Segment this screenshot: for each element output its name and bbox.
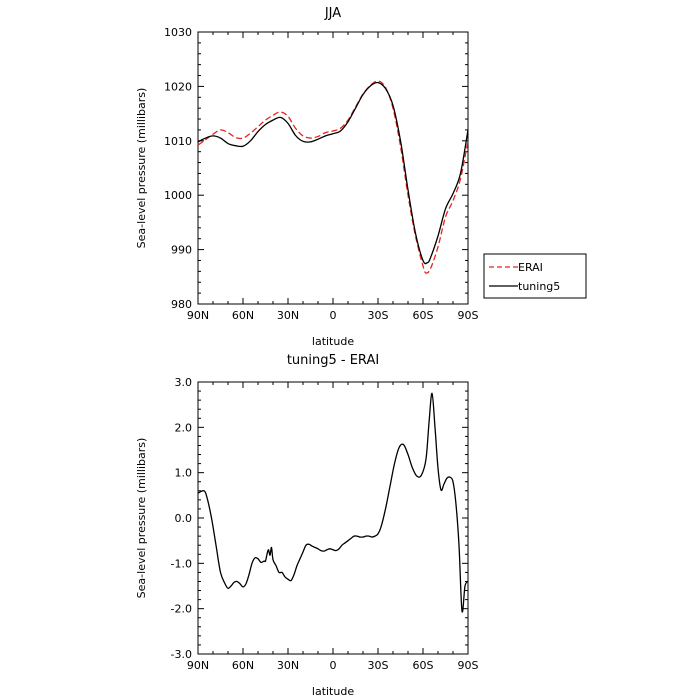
bottom-chart-panel: tuning5 - ERAI 90N 60N 30N 0 30S 60S 90S -3.0 -2… (135, 353, 479, 698)
x-tick-label: 0 (330, 309, 337, 322)
bottom-series-lines (197, 392, 469, 613)
x-tick-label: 30N (277, 309, 299, 322)
top-chart-panel: JJA 90N 60N 30N 0 30S 60S 90S 980 990 1000 1010 102… (135, 6, 587, 348)
bottom-chart-title: tuning5 - ERAI (287, 353, 379, 368)
bottom-y-axis-label: Sea-level pressure (millibars) (135, 438, 148, 599)
x-tick-label: 90N (187, 309, 209, 322)
legend-label-erai: ERAI (518, 261, 543, 274)
top-chart-title: JJA (324, 6, 341, 21)
top-series-lines (197, 80, 469, 274)
x-tick-label: 60S (413, 309, 434, 322)
y-tick-label: -1.0 (171, 557, 192, 570)
y-tick-label: 3.0 (175, 376, 193, 389)
y-tick-label: -3.0 (171, 648, 192, 661)
bottom-plot-frame (197, 381, 469, 655)
series-line-erai (197, 80, 469, 274)
bottom-axis-tick-labels: 90N 60N 30N 0 30S 60S 90S -3.0 -2.0 -1.0 0.0 1.0 2.0… (171, 376, 479, 672)
x-tick-label: 30S (368, 659, 389, 672)
top-y-axis-label: Sea-level pressure (millibars) (135, 88, 148, 249)
y-tick-label: 1000 (164, 189, 192, 202)
x-tick-label: 90N (187, 659, 209, 672)
y-tick-label: 1030 (164, 26, 192, 39)
y-tick-label: -2.0 (171, 603, 192, 616)
y-tick-label: 990 (171, 244, 192, 257)
legend: ERAI tuning5 (483, 253, 587, 299)
legend-label-tuning5: tuning5 (518, 280, 560, 293)
top-axis-ticks (197, 31, 469, 305)
x-tick-label: 90S (458, 309, 479, 322)
x-tick-label: 60N (232, 309, 254, 322)
y-tick-label: 980 (171, 298, 192, 311)
x-tick-label: 60N (232, 659, 254, 672)
legend-box (483, 253, 587, 299)
x-tick-label: 30S (368, 309, 389, 322)
top-axis-tick-labels: 90N 60N 30N 0 30S 60S 90S 980 990 1000 1010 1020 103… (164, 26, 479, 322)
top-x-axis-label: latitude (312, 335, 354, 348)
y-tick-label: 1020 (164, 80, 192, 93)
bottom-x-axis-label: latitude (312, 685, 354, 698)
series-line-difference-0 (197, 392, 469, 613)
y-tick-label: 1010 (164, 135, 192, 148)
y-tick-label: 1.0 (175, 467, 193, 480)
y-tick-label: 2.0 (175, 421, 193, 434)
x-tick-label: 90S (458, 659, 479, 672)
x-tick-label: 60S (413, 659, 434, 672)
bottom-axis-ticks (197, 381, 469, 655)
x-tick-label: 30N (277, 659, 299, 672)
y-tick-label: 0.0 (175, 512, 193, 525)
series-line-tuning5 (197, 81, 469, 265)
x-tick-label: 0 (330, 659, 337, 672)
